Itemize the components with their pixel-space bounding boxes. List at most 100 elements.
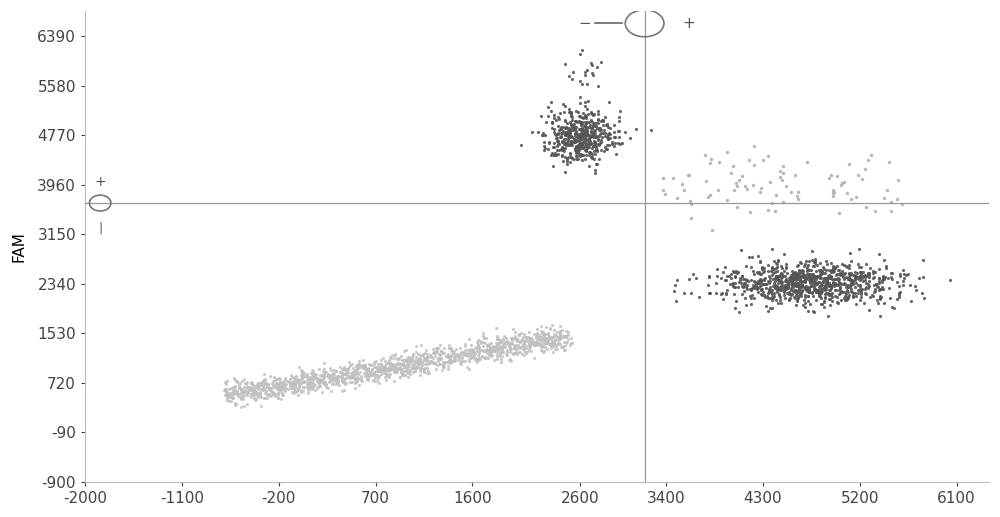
Point (801, 284, 817, 293)
Point (797, 271, 813, 280)
Point (591, 141, 607, 149)
Point (581, 137, 597, 145)
Point (559, 155, 575, 163)
Point (589, 147, 605, 155)
Point (598, 145, 614, 153)
Point (420, 353, 436, 361)
Point (367, 374, 383, 382)
Point (524, 128, 540, 136)
Point (349, 374, 365, 382)
Point (786, 280, 802, 288)
Point (296, 377, 312, 385)
Point (387, 368, 403, 376)
Point (848, 300, 864, 308)
Point (510, 341, 526, 349)
Point (550, 339, 566, 347)
Point (470, 336, 486, 344)
Point (666, 286, 682, 295)
Point (597, 129, 613, 138)
Point (521, 344, 537, 353)
Point (788, 269, 804, 277)
Point (358, 369, 374, 377)
Point (827, 280, 843, 288)
Point (751, 267, 767, 276)
Point (825, 279, 841, 287)
Point (746, 277, 762, 285)
Point (750, 284, 766, 292)
Point (832, 289, 848, 297)
Point (322, 376, 338, 384)
Point (854, 274, 870, 282)
Point (789, 297, 805, 305)
Point (572, 77, 588, 85)
Point (529, 325, 545, 333)
Point (843, 281, 859, 290)
Point (854, 285, 870, 293)
Point (227, 376, 243, 384)
Point (265, 381, 281, 389)
Point (579, 131, 595, 140)
Point (847, 273, 863, 282)
Point (327, 373, 343, 381)
Point (250, 382, 266, 390)
Point (275, 384, 291, 392)
Point (770, 257, 786, 265)
Point (572, 133, 588, 141)
Point (257, 375, 273, 383)
Point (566, 124, 582, 132)
Point (293, 371, 309, 379)
Point (223, 384, 239, 392)
Point (225, 386, 241, 394)
Point (773, 279, 789, 287)
Point (373, 360, 389, 368)
Point (271, 374, 287, 382)
Point (255, 377, 271, 386)
Point (329, 372, 345, 381)
Point (550, 129, 566, 138)
Point (318, 381, 334, 389)
Point (801, 266, 817, 275)
Point (286, 380, 302, 388)
Point (318, 383, 334, 391)
Point (845, 279, 861, 287)
Point (772, 277, 788, 285)
Point (728, 297, 744, 306)
Point (504, 335, 520, 343)
Point (798, 257, 814, 265)
Point (568, 128, 584, 136)
Point (761, 279, 777, 287)
Point (559, 129, 575, 138)
Point (436, 358, 452, 366)
Point (882, 294, 898, 302)
Point (529, 330, 545, 339)
Point (435, 361, 451, 370)
Point (541, 334, 557, 343)
Point (769, 283, 785, 291)
Point (386, 368, 402, 376)
Point (567, 144, 583, 152)
Point (270, 394, 286, 402)
Point (336, 376, 352, 385)
Point (231, 382, 247, 390)
Point (243, 393, 259, 401)
Point (884, 303, 900, 312)
Point (389, 366, 405, 374)
Point (422, 351, 438, 359)
Point (226, 389, 242, 397)
Point (768, 284, 784, 292)
Point (823, 171, 839, 179)
Point (290, 376, 306, 385)
Point (286, 374, 302, 382)
Point (382, 360, 398, 369)
Point (498, 351, 514, 359)
Point (790, 275, 806, 283)
Point (416, 368, 432, 376)
Point (557, 129, 573, 137)
Point (553, 129, 569, 137)
Point (316, 373, 332, 381)
Point (735, 283, 751, 291)
Point (338, 374, 354, 382)
Point (452, 344, 468, 352)
Point (587, 138, 603, 146)
Point (550, 140, 566, 148)
